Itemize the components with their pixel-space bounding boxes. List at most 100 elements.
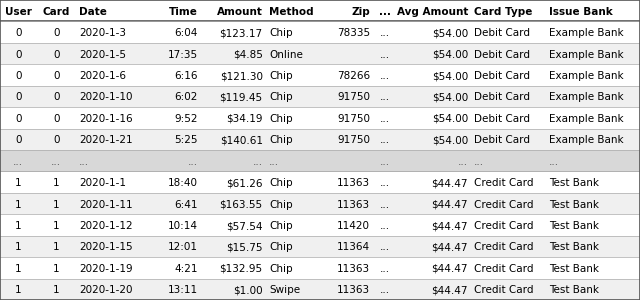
Text: 1: 1: [15, 221, 22, 231]
Text: Chip: Chip: [269, 221, 292, 231]
Text: ...: ...: [380, 264, 390, 274]
Text: 1: 1: [15, 264, 22, 274]
Text: 0: 0: [53, 71, 60, 81]
Text: Debit Card: Debit Card: [474, 92, 531, 103]
Text: $132.95: $132.95: [220, 264, 262, 274]
Text: 0: 0: [15, 135, 22, 146]
Text: $123.17: $123.17: [220, 28, 262, 38]
Text: 13:11: 13:11: [168, 285, 198, 296]
Text: Date: Date: [79, 7, 107, 17]
Text: $54.00: $54.00: [432, 28, 468, 38]
Text: ...: ...: [380, 50, 390, 60]
Text: $15.75: $15.75: [226, 242, 262, 253]
Text: ...: ...: [380, 285, 390, 296]
Text: Example Bank: Example Bank: [549, 28, 624, 38]
Text: ...: ...: [380, 71, 390, 81]
Bar: [0, 257, 640, 279]
Text: 1: 1: [15, 178, 22, 188]
Text: ...: ...: [380, 157, 390, 167]
Text: ...: ...: [380, 28, 390, 38]
Text: 17:35: 17:35: [168, 50, 198, 60]
Text: 1: 1: [53, 178, 60, 188]
Text: 0: 0: [53, 114, 60, 124]
Text: ...: ...: [380, 114, 390, 124]
Text: Card Type: Card Type: [474, 7, 532, 17]
Text: $44.47: $44.47: [431, 285, 468, 296]
Text: Method: Method: [269, 7, 314, 17]
Text: 1: 1: [53, 285, 60, 296]
Text: 2020-1-16: 2020-1-16: [79, 114, 133, 124]
Text: $54.00: $54.00: [432, 50, 468, 60]
Text: $54.00: $54.00: [432, 114, 468, 124]
Text: ...: ...: [549, 157, 559, 167]
Text: ...: ...: [253, 157, 262, 167]
Text: $121.30: $121.30: [220, 71, 262, 81]
Text: ...: ...: [380, 92, 390, 103]
Text: 12:01: 12:01: [168, 242, 198, 253]
Text: Online: Online: [269, 50, 303, 60]
Text: $44.47: $44.47: [431, 221, 468, 231]
Text: Debit Card: Debit Card: [474, 71, 531, 81]
Text: $140.61: $140.61: [220, 135, 262, 146]
Text: Debit Card: Debit Card: [474, 28, 531, 38]
Text: 0: 0: [15, 114, 22, 124]
Text: ...: ...: [51, 157, 61, 167]
Bar: [0, 43, 640, 64]
Text: $44.47: $44.47: [431, 200, 468, 210]
Text: 2020-1-3: 2020-1-3: [79, 28, 126, 38]
Text: $61.26: $61.26: [226, 178, 262, 188]
Text: Card: Card: [43, 7, 70, 17]
Text: ...: ...: [380, 178, 390, 188]
Text: Swipe: Swipe: [269, 285, 300, 296]
Text: Issue Bank: Issue Bank: [549, 7, 613, 17]
Text: 78266: 78266: [337, 71, 370, 81]
Text: 2020-1-1: 2020-1-1: [79, 178, 126, 188]
Text: $57.54: $57.54: [226, 221, 262, 231]
Text: Test Bank: Test Bank: [549, 264, 599, 274]
Bar: [0, 214, 640, 236]
Text: Credit Card: Credit Card: [474, 200, 534, 210]
Text: Time: Time: [169, 7, 198, 17]
Text: User: User: [5, 7, 31, 17]
Text: ...: ...: [458, 157, 468, 167]
Text: 2020-1-6: 2020-1-6: [79, 71, 126, 81]
Text: 10:14: 10:14: [168, 221, 198, 231]
Text: Amount: Amount: [217, 7, 262, 17]
Text: 0: 0: [53, 50, 60, 60]
Text: 11364: 11364: [337, 242, 370, 253]
Text: Test Bank: Test Bank: [549, 285, 599, 296]
Text: Test Bank: Test Bank: [549, 242, 599, 253]
Text: $163.55: $163.55: [220, 200, 262, 210]
Text: ...: ...: [379, 7, 390, 17]
Text: $34.19: $34.19: [226, 114, 262, 124]
Text: 18:40: 18:40: [168, 178, 198, 188]
Text: 91750: 91750: [337, 114, 370, 124]
Text: 9:52: 9:52: [175, 114, 198, 124]
Text: $4.85: $4.85: [233, 50, 262, 60]
Text: Credit Card: Credit Card: [474, 285, 534, 296]
Text: ...: ...: [380, 135, 390, 146]
Text: 2020-1-19: 2020-1-19: [79, 264, 133, 274]
Text: 78335: 78335: [337, 28, 370, 38]
Bar: [0, 86, 640, 107]
Bar: [0, 236, 640, 257]
Text: 11420: 11420: [337, 221, 370, 231]
Text: 1: 1: [53, 264, 60, 274]
Text: 11363: 11363: [337, 285, 370, 296]
Text: Credit Card: Credit Card: [474, 221, 534, 231]
Text: $44.47: $44.47: [431, 178, 468, 188]
Text: ...: ...: [79, 157, 90, 167]
Bar: [0, 279, 640, 300]
Text: ...: ...: [188, 157, 198, 167]
Text: Chip: Chip: [269, 135, 292, 146]
Text: $54.00: $54.00: [432, 135, 468, 146]
Text: $119.45: $119.45: [220, 92, 262, 103]
Text: Chip: Chip: [269, 264, 292, 274]
Text: ...: ...: [269, 157, 279, 167]
Text: 1: 1: [15, 285, 22, 296]
Text: 11363: 11363: [337, 264, 370, 274]
Text: Test Bank: Test Bank: [549, 221, 599, 231]
Bar: [0, 64, 640, 86]
Text: 1: 1: [53, 221, 60, 231]
Text: Credit Card: Credit Card: [474, 264, 534, 274]
